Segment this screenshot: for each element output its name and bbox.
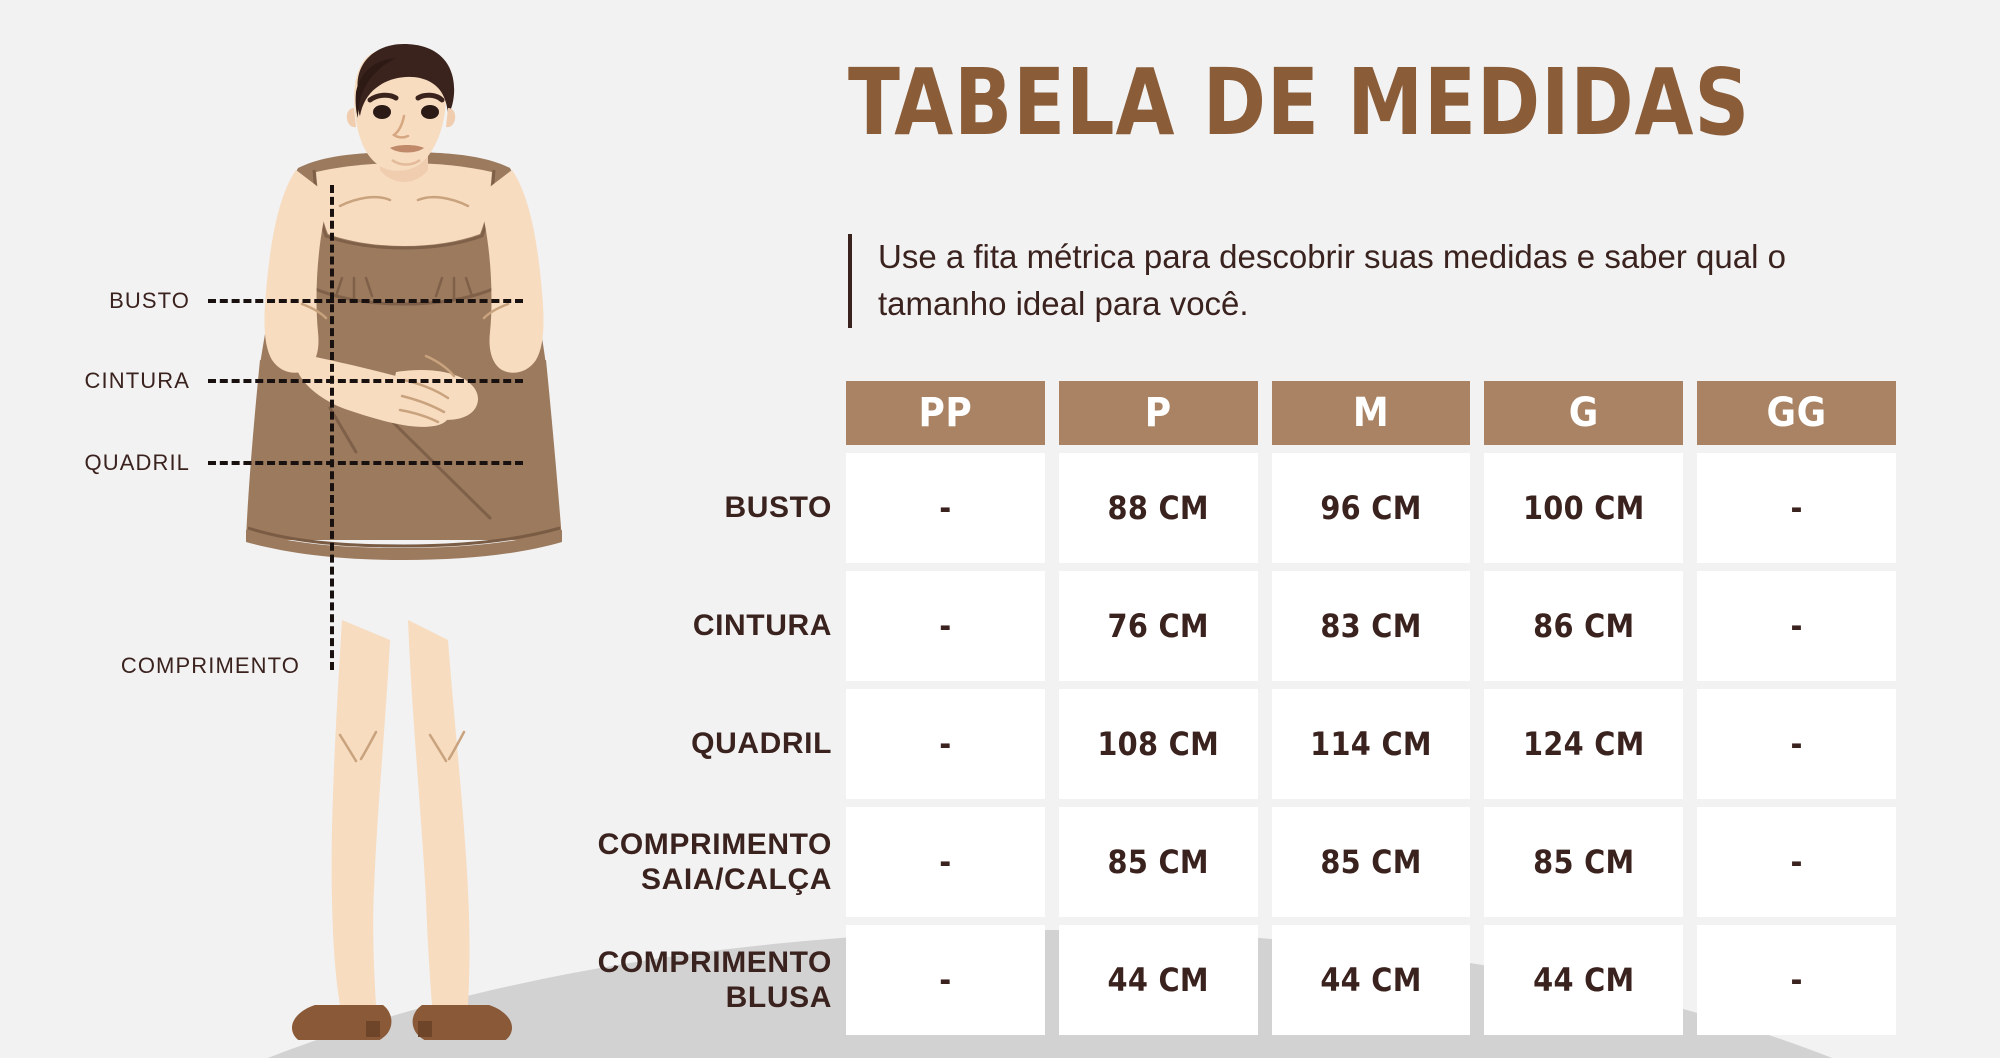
table-row: COMPRIMENTO BLUSA - 44 CM 44 CM 44 CM -	[598, 925, 1896, 1035]
row-label-busto: BUSTO	[412, 453, 832, 563]
table-row: COMPRIMENTO SAIA/CALÇA - 85 CM 85 CM 85 …	[598, 807, 1896, 917]
cell-comprimento-saia-m: 85 CM	[1271, 807, 1471, 917]
cell-comprimento-saia-g: 85 CM	[1484, 807, 1684, 917]
guide-busto: BUSTO	[40, 288, 560, 314]
table-row: CINTURA - 76 CM 83 CM 86 CM -	[693, 571, 1896, 681]
subtitle-block: Use a fita métrica para descobrir suas m…	[848, 234, 1838, 328]
cell-comprimento-blusa-g: 44 CM	[1484, 925, 1684, 1035]
cell-comprimento-blusa-pp: -	[846, 925, 1045, 1035]
cell-busto-m: 96 CM	[1271, 453, 1471, 563]
guide-cintura-dash	[208, 379, 523, 383]
guide-quadril: QUADRIL	[40, 450, 560, 476]
table-row: BUSTO - 88 CM 96 CM 100 CM -	[725, 453, 1896, 563]
cell-busto-gg: -	[1697, 453, 1896, 563]
page-title: TABELA DE MEDIDAS	[848, 49, 1751, 156]
row-label-comprimento-blusa: COMPRIMENTO BLUSA	[412, 925, 832, 1035]
subtitle-text: Use a fita métrica para descobrir suas m…	[878, 238, 1786, 322]
row-label-quadril: QUADRIL	[412, 689, 832, 799]
cell-cintura-pp: -	[846, 571, 1045, 681]
guide-cintura: CINTURA	[40, 368, 560, 394]
guide-quadril-dash	[208, 461, 523, 465]
cell-comprimento-blusa-p: 44 CM	[1058, 925, 1258, 1035]
guide-cintura-label: CINTURA	[84, 368, 190, 393]
row-label-line1: COMPRIMENTO	[597, 945, 832, 979]
measurements-table: PP P M G GG BUSTO - 88 CM 96 CM 100 CM -…	[598, 381, 1896, 1035]
guide-quadril-label: QUADRIL	[84, 450, 190, 475]
row-label-comprimento-saia-calca: COMPRIMENTO SAIA/CALÇA	[412, 807, 832, 917]
table-header-row: PP P M G GG	[846, 381, 1896, 445]
cell-comprimento-saia-p: 85 CM	[1058, 807, 1258, 917]
cell-comprimento-blusa-m: 44 CM	[1271, 925, 1471, 1035]
cell-busto-p: 88 CM	[1058, 453, 1258, 563]
row-label-line1: CINTURA	[692, 609, 832, 643]
cell-cintura-p: 76 CM	[1058, 571, 1258, 681]
subtitle-accent-bar	[848, 234, 852, 328]
row-label-line2: BLUSA	[725, 981, 832, 1014]
cell-cintura-g: 86 CM	[1484, 571, 1684, 681]
guide-busto-dash	[208, 299, 523, 303]
column-header-gg: GG	[1697, 381, 1896, 445]
cell-comprimento-saia-pp: -	[846, 807, 1045, 917]
cell-quadril-p: 108 CM	[1058, 689, 1258, 799]
cell-quadril-pp: -	[846, 689, 1045, 799]
guide-busto-label: BUSTO	[109, 288, 190, 313]
row-label-cintura: CINTURA	[412, 571, 832, 681]
column-header-pp: PP	[846, 381, 1045, 445]
cell-quadril-gg: -	[1697, 689, 1896, 799]
column-header-g: G	[1484, 381, 1684, 445]
cell-comprimento-blusa-gg: -	[1697, 925, 1896, 1035]
row-label-line1: BUSTO	[724, 491, 832, 525]
cell-quadril-g: 124 CM	[1484, 689, 1684, 799]
cell-cintura-gg: -	[1697, 571, 1896, 681]
row-label-line1: QUADRIL	[691, 727, 832, 761]
row-label-line2: SAIA/CALÇA	[641, 863, 832, 896]
cell-busto-pp: -	[846, 453, 1045, 563]
length-guide-line	[330, 185, 334, 670]
cell-quadril-m: 114 CM	[1271, 689, 1471, 799]
table-row: QUADRIL - 108 CM 114 CM 124 CM -	[691, 689, 1896, 799]
cell-comprimento-saia-gg: -	[1697, 807, 1896, 917]
cell-busto-g: 100 CM	[1484, 453, 1684, 563]
guide-comprimento: COMPRIMENTO	[40, 653, 300, 679]
row-label-line1: COMPRIMENTO	[597, 827, 832, 861]
column-header-p: P	[1058, 381, 1258, 445]
column-header-m: M	[1271, 381, 1471, 445]
guide-comprimento-label: COMPRIMENTO	[120, 653, 300, 678]
cell-cintura-m: 83 CM	[1271, 571, 1471, 681]
